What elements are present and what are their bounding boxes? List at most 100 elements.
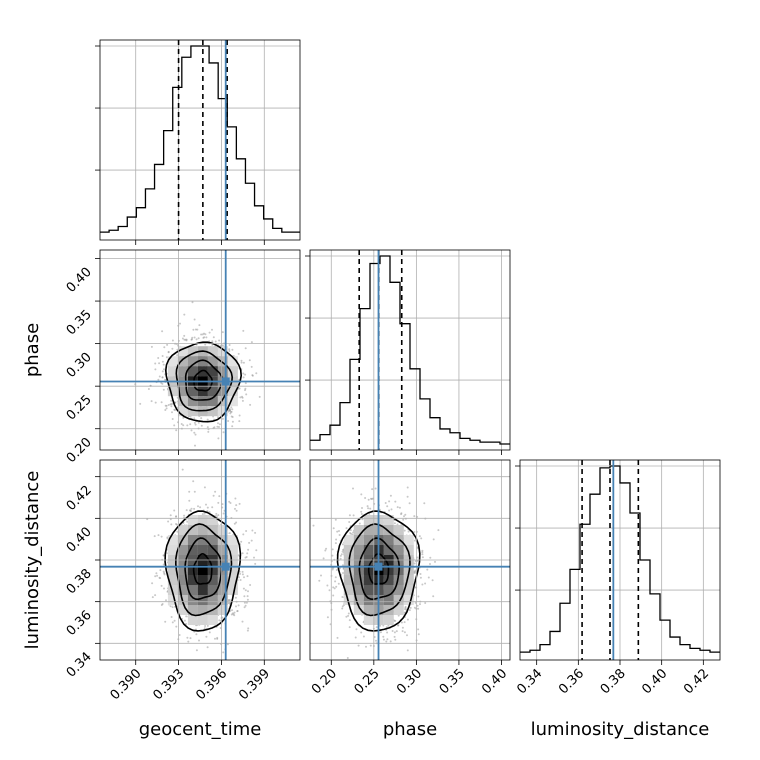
density-cell (177, 396, 188, 407)
sample-point (181, 337, 184, 340)
sample-point (154, 594, 157, 597)
sample-point (406, 634, 408, 637)
sample-point (250, 341, 253, 344)
sample-point (437, 529, 440, 532)
density-cell (227, 356, 238, 367)
sample-point (240, 359, 243, 362)
sample-point (175, 515, 178, 518)
sample-point (393, 635, 396, 638)
sample-point (192, 681, 194, 683)
sample-point (331, 554, 334, 557)
sample-point (162, 388, 165, 391)
contour-level (348, 523, 411, 617)
sample-point (231, 416, 234, 418)
sample-point (243, 576, 245, 579)
sample-point (386, 631, 389, 634)
density-layer (134, 301, 440, 683)
density-cell (167, 356, 178, 367)
sample-point (230, 406, 233, 409)
sample-point (234, 497, 237, 500)
y-axis-label-phase: phase (22, 323, 43, 377)
sample-point (169, 518, 172, 521)
panel-frame (99, 249, 301, 451)
sample-point (200, 424, 203, 427)
sample-point (322, 557, 325, 560)
density-cell (393, 525, 404, 535)
sample-point (151, 596, 154, 599)
x-tick-label-phase: 0.30 (394, 666, 425, 697)
sample-point (228, 350, 231, 352)
sample-point (254, 562, 257, 565)
sample-point (238, 379, 240, 381)
density-cell (197, 386, 208, 397)
sample-point (341, 605, 344, 608)
density-cell (227, 575, 238, 585)
density-cell (187, 585, 198, 595)
sample-point (406, 649, 409, 652)
sample-point (170, 403, 173, 406)
panel-frame (99, 459, 301, 661)
sample-point (417, 628, 420, 631)
sample-point (228, 344, 231, 346)
density-cell (177, 585, 188, 595)
sample-point (235, 509, 238, 512)
sample-point (217, 501, 220, 504)
sample-point (231, 425, 234, 428)
density-cell (207, 545, 218, 555)
density-cell (207, 525, 218, 535)
sample-point (237, 576, 240, 579)
sample-point (371, 488, 374, 491)
sample-point (398, 506, 401, 509)
sample-point (198, 639, 200, 642)
sample-point (333, 587, 336, 590)
plot-layer (95, 39, 721, 665)
sample-point (235, 605, 237, 608)
sample-point (208, 631, 211, 634)
sample-point (203, 486, 206, 489)
sample-point (348, 514, 351, 517)
density-cell (363, 525, 374, 535)
sample-point (233, 611, 236, 614)
density-cell (197, 545, 208, 555)
sample-point (242, 372, 245, 375)
sample-point (206, 506, 209, 509)
sample-point (162, 554, 165, 557)
sample-point (364, 497, 367, 499)
sample-point (181, 468, 184, 471)
sample-point (161, 382, 164, 385)
sample-point (325, 547, 328, 550)
sample-point (365, 645, 367, 648)
sample-point (335, 538, 338, 541)
density-cell (383, 515, 394, 525)
sample-point (367, 507, 370, 510)
density-geocent_time-luminosity_distance (146, 468, 258, 683)
sample-point (222, 431, 225, 434)
sample-point (191, 301, 194, 304)
sample-point (240, 361, 243, 364)
y-tick-label-luminosity_distance: 0.42 (64, 483, 95, 514)
sample-point (185, 615, 188, 618)
density-cell (363, 515, 374, 525)
sample-point (158, 375, 161, 378)
density-cell (187, 356, 198, 367)
sample-point (182, 416, 185, 419)
sample-point (416, 604, 419, 607)
sample-point (369, 644, 372, 647)
sample-point (374, 487, 377, 490)
sample-point (165, 404, 168, 407)
sample-point (211, 328, 213, 331)
sample-point (406, 486, 409, 489)
sample-point (195, 649, 198, 652)
density-cell (363, 605, 374, 615)
sample-point (401, 630, 404, 633)
sample-point (167, 351, 170, 354)
sample-point (162, 570, 165, 573)
density-cell (177, 545, 188, 555)
density-cell (177, 406, 188, 417)
density-cell (187, 605, 198, 615)
sample-point (237, 352, 240, 355)
density-cell (197, 515, 208, 525)
sample-point (338, 530, 340, 532)
density-cell (167, 386, 178, 397)
density-cell (177, 366, 188, 377)
